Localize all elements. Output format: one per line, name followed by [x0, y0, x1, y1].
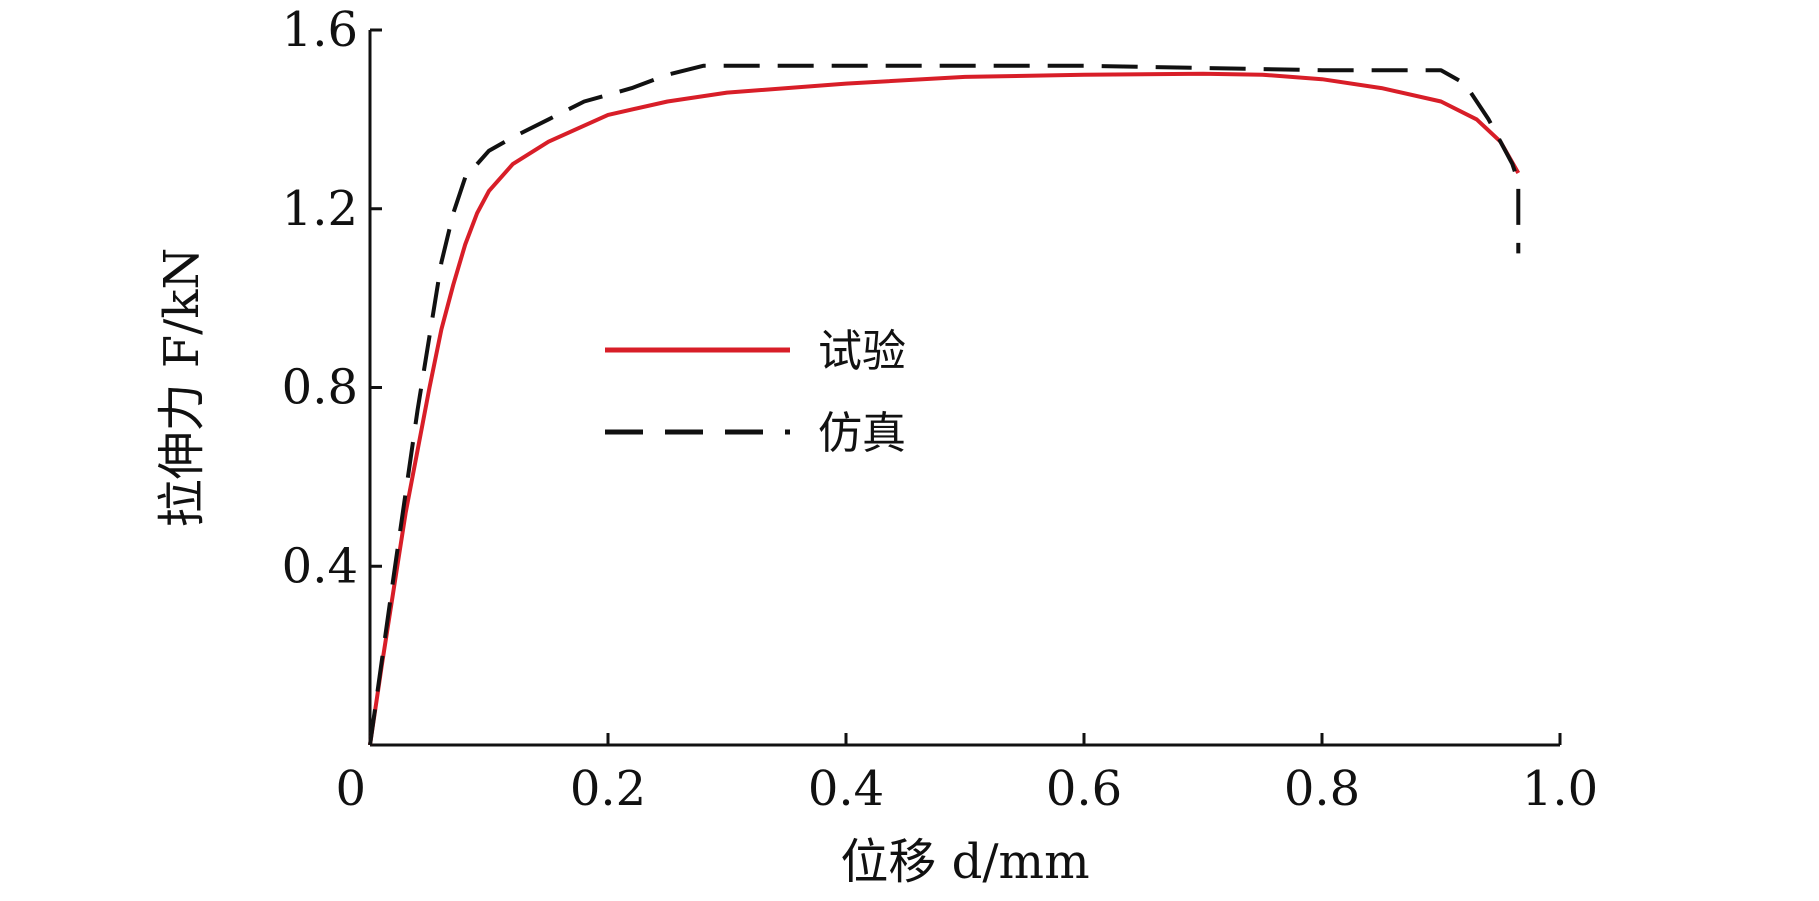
- x-tick-label: 1.0: [1522, 761, 1598, 817]
- y-axis-label: 拉伸力 F/kN: [154, 248, 210, 528]
- legend-label: 仿真: [818, 408, 906, 459]
- y-tick-label: 1.6: [282, 2, 358, 58]
- series-line-simulation: [368, 63, 1521, 746]
- axes: [368, 30, 1560, 747]
- x-axis-label: 位移 d/mm: [840, 834, 1089, 890]
- x-tick-label: 0: [335, 761, 366, 817]
- y-tick-label: 1.2: [282, 181, 358, 237]
- y-tick-label: 0.8: [282, 360, 358, 416]
- legend-label: 试验: [818, 326, 906, 377]
- x-tick-label: 0.6: [1046, 761, 1122, 817]
- series-layer: [368, 63, 1521, 746]
- series-line-test: [368, 71, 1521, 746]
- y-tick-label: 0.4: [282, 538, 358, 594]
- x-ticks: 0 0.2 0.4 0.6 0.8 1.0: [335, 733, 1598, 817]
- x-tick-label: 0.4: [808, 761, 884, 817]
- y-ticks: 0.4 0.8 1.2 1.6: [282, 2, 382, 594]
- x-tick-label: 0.8: [1284, 761, 1360, 817]
- x-tick-label: 0.2: [570, 761, 646, 817]
